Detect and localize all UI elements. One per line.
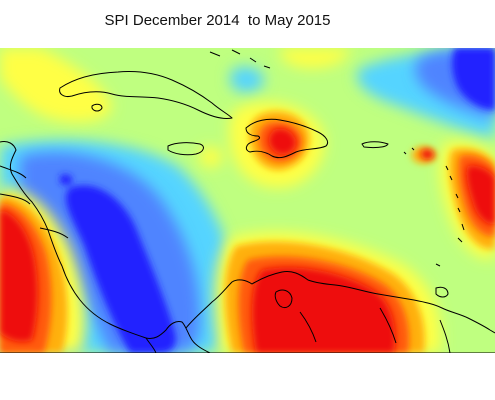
spi-map (0, 48, 495, 353)
cuba-coast (59, 71, 233, 119)
central-america-coast (0, 141, 211, 353)
map-title: SPI December 2014 to May 2015 (104, 12, 331, 29)
trinidad-coast (435, 286, 449, 298)
coastlines (0, 49, 495, 353)
lesser-antilles-islands (403, 147, 465, 267)
isle-of-youth-coast (91, 103, 103, 112)
south-america-coast (185, 271, 495, 334)
national-borders (0, 165, 451, 353)
anomaly-field-layers (0, 48, 495, 353)
lake-maracaibo-coast (274, 289, 293, 309)
dry-anomaly-core (60, 48, 495, 353)
hispaniola-coast (245, 118, 329, 159)
jamaica-coast (167, 142, 204, 156)
bahamas-islands (209, 49, 271, 69)
wet-anomaly-extreme (0, 128, 495, 353)
puerto-rico-coast (361, 141, 389, 149)
